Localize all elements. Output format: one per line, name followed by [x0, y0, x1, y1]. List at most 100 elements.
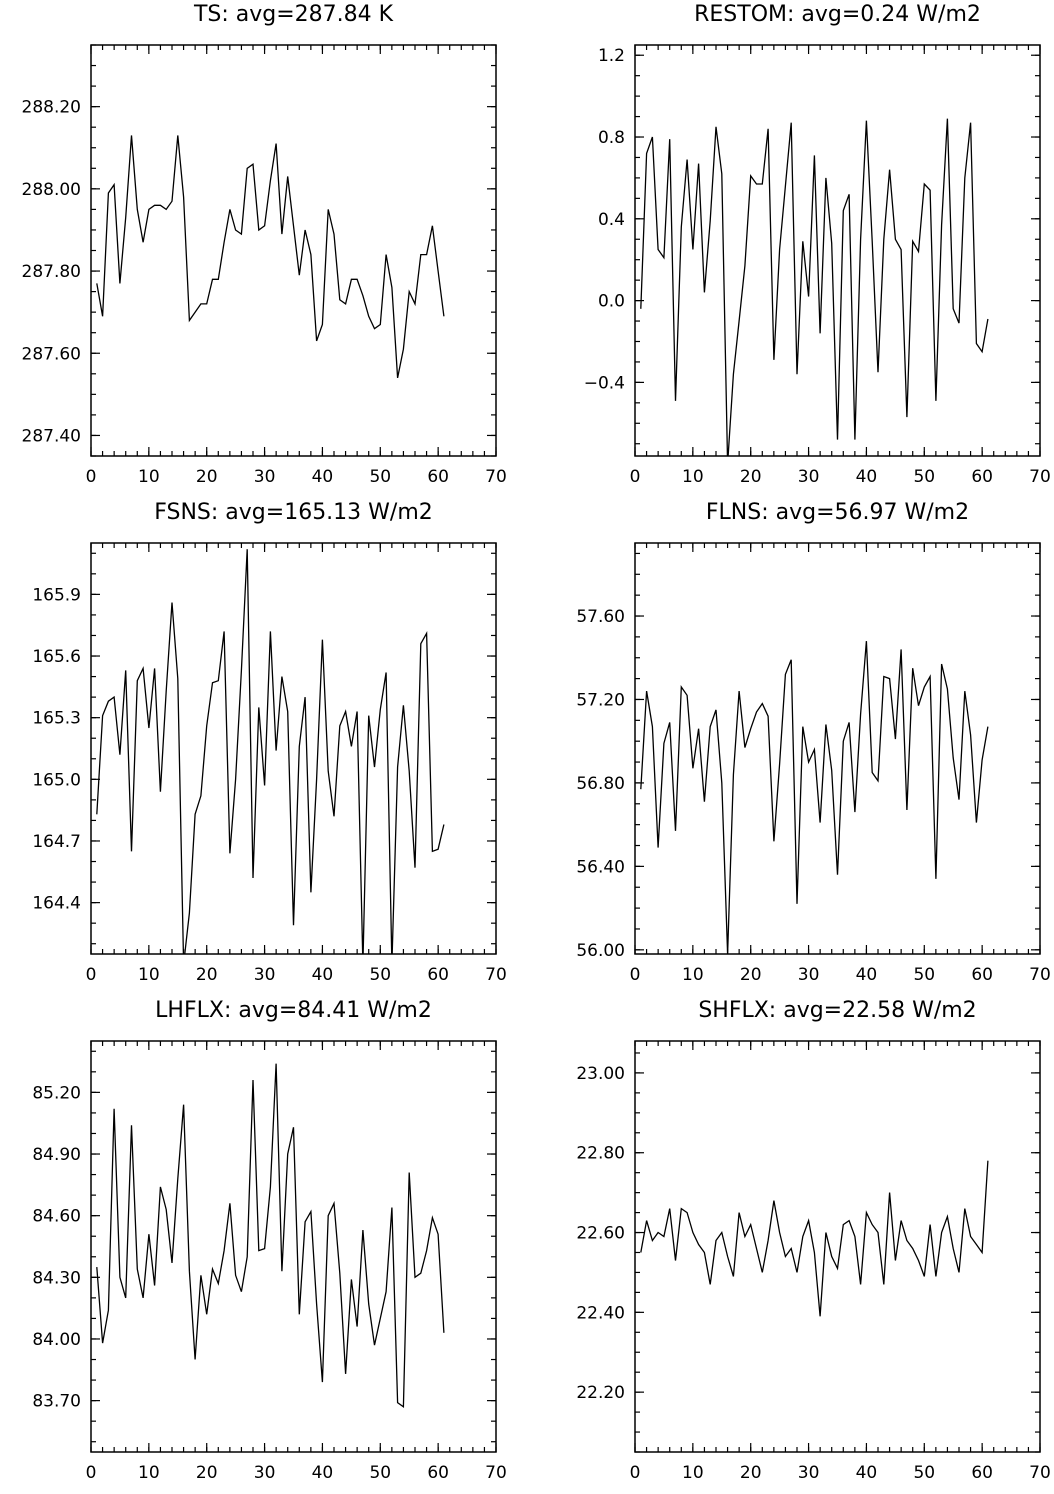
- y-tick-label: 22.80: [576, 1144, 625, 1164]
- x-tick-label: 60: [971, 965, 993, 985]
- x-tick-label: 20: [740, 1463, 762, 1483]
- series-line: [96, 549, 445, 954]
- chart-title: LHFLX: avg=84.41 W/m2: [155, 998, 432, 1023]
- y-tick-label: 165.9: [32, 585, 81, 605]
- x-tick-label: 10: [682, 467, 704, 487]
- series-line: [96, 1063, 445, 1409]
- y-tick-label: 84.30: [32, 1268, 81, 1288]
- x-tick-label: 20: [740, 467, 762, 487]
- y-tick-label: 56.80: [576, 774, 625, 794]
- x-tick-label: 60: [427, 1463, 449, 1483]
- x-tick-label: 10: [138, 965, 160, 985]
- plot-frame: [90, 542, 497, 955]
- chart-panel: SHFLX: avg=22.58 W/m2 0 10 20 30 40 50 60 70 22.2…: [576, 998, 1050, 1483]
- y-tick-label: 164.4: [32, 894, 81, 914]
- y-tick-label: 287.60: [22, 344, 81, 364]
- y-tick-label: 84.60: [32, 1207, 81, 1227]
- x-tick-label: 70: [485, 1463, 507, 1483]
- y-tick-label: 83.70: [32, 1392, 81, 1412]
- chart-panel: LHFLX: avg=84.41 W/m2 0 10 20 30 40 50 60 70 83.7…: [32, 998, 506, 1483]
- x-tick-label: 60: [971, 1463, 993, 1483]
- x-tick-label: 50: [913, 1463, 935, 1483]
- x-tick-label: 0: [86, 467, 97, 487]
- y-tick-label: 165.0: [32, 770, 81, 790]
- x-tick-label: 50: [369, 1463, 391, 1483]
- y-tick-label: 0.4: [598, 210, 625, 230]
- x-tick-label: 50: [913, 467, 935, 487]
- x-tick-label: 60: [427, 965, 449, 985]
- x-tick-label: 30: [798, 467, 820, 487]
- y-tick-label: 22.20: [576, 1383, 625, 1403]
- plot-frame: [90, 1040, 497, 1453]
- x-tick-label: 0: [630, 965, 641, 985]
- y-tick-label: 287.40: [22, 426, 81, 446]
- x-tick-label: 50: [369, 467, 391, 487]
- chart-panel: FLNS: avg=56.97 W/m2 0 10 20 30 40 50 60 70 56.00…: [576, 500, 1050, 985]
- x-tick-label: 0: [86, 1463, 97, 1483]
- x-tick-label: 40: [312, 467, 334, 487]
- plot-frame: [634, 542, 1041, 955]
- series-line: [96, 135, 445, 379]
- series-line: [640, 641, 989, 954]
- plot-frame: [634, 44, 1041, 457]
- y-tick-label: 22.40: [576, 1303, 625, 1323]
- x-tick-label: 40: [856, 965, 878, 985]
- y-tick-label: 0.8: [598, 128, 625, 148]
- x-tick-label: 20: [196, 467, 218, 487]
- x-tick-label: 40: [312, 965, 334, 985]
- x-tick-label: 70: [1029, 965, 1051, 985]
- chart-panel: TS: avg=287.84 K 0 10 20 30 40 50 60 70 287.40 287…: [22, 2, 507, 487]
- x-tick-label: 60: [971, 467, 993, 487]
- x-tick-label: 20: [740, 965, 762, 985]
- chart-title: FSNS: avg=165.13 W/m2: [154, 500, 433, 525]
- y-tick-label: 1.2: [598, 46, 625, 66]
- x-tick-label: 30: [798, 1463, 820, 1483]
- chart-panel: RESTOM: avg=0.24 W/m2 0 10 20 30 40 50 60 70 −0.4…: [584, 2, 1051, 487]
- y-tick-label: 23.00: [576, 1064, 625, 1084]
- y-tick-label: 0.0: [598, 292, 625, 312]
- y-tick-label: 57.60: [576, 607, 625, 627]
- x-tick-label: 10: [138, 467, 160, 487]
- y-tick-label: 287.80: [22, 262, 81, 282]
- chart-panel: FSNS: avg=165.13 W/m2 0 10 20 30 40 50 60 70 164.…: [32, 500, 506, 985]
- x-tick-label: 40: [312, 1463, 334, 1483]
- chart-title: SHFLX: avg=22.58 W/m2: [698, 998, 976, 1023]
- y-tick-label: 57.20: [576, 690, 625, 710]
- y-tick-label: 56.00: [576, 941, 625, 961]
- x-tick-label: 0: [630, 1463, 641, 1483]
- y-tick-label: 288.20: [22, 98, 81, 118]
- series-line: [640, 118, 989, 456]
- plot-frame: [634, 1040, 1041, 1453]
- chart-title: TS: avg=287.84 K: [193, 2, 394, 27]
- chart-title: RESTOM: avg=0.24 W/m2: [694, 2, 981, 27]
- y-tick-label: 288.00: [22, 180, 81, 200]
- y-tick-label: 164.7: [32, 832, 81, 852]
- x-tick-label: 70: [485, 965, 507, 985]
- x-tick-label: 60: [427, 467, 449, 487]
- x-tick-label: 50: [369, 965, 391, 985]
- y-tick-label: 84.00: [32, 1330, 81, 1350]
- x-tick-label: 10: [682, 965, 704, 985]
- x-tick-label: 20: [196, 965, 218, 985]
- chart-title: FLNS: avg=56.97 W/m2: [706, 500, 969, 525]
- x-tick-label: 10: [682, 1463, 704, 1483]
- x-tick-label: 20: [196, 1463, 218, 1483]
- x-tick-label: 40: [856, 467, 878, 487]
- x-tick-label: 70: [485, 467, 507, 487]
- y-tick-label: 22.60: [576, 1224, 625, 1244]
- x-tick-label: 70: [1029, 1463, 1051, 1483]
- y-tick-label: 84.90: [32, 1145, 81, 1165]
- x-tick-label: 50: [913, 965, 935, 985]
- series-line: [640, 1160, 989, 1317]
- x-tick-label: 0: [86, 965, 97, 985]
- y-tick-label: 165.3: [32, 709, 81, 729]
- y-tick-label: 165.6: [32, 647, 81, 667]
- x-tick-label: 30: [254, 467, 276, 487]
- y-tick-label: −0.4: [584, 373, 625, 393]
- x-tick-label: 30: [798, 965, 820, 985]
- y-tick-label: 56.40: [576, 857, 625, 877]
- x-tick-label: 30: [254, 965, 276, 985]
- y-tick-label: 85.20: [32, 1083, 81, 1103]
- x-tick-label: 10: [138, 1463, 160, 1483]
